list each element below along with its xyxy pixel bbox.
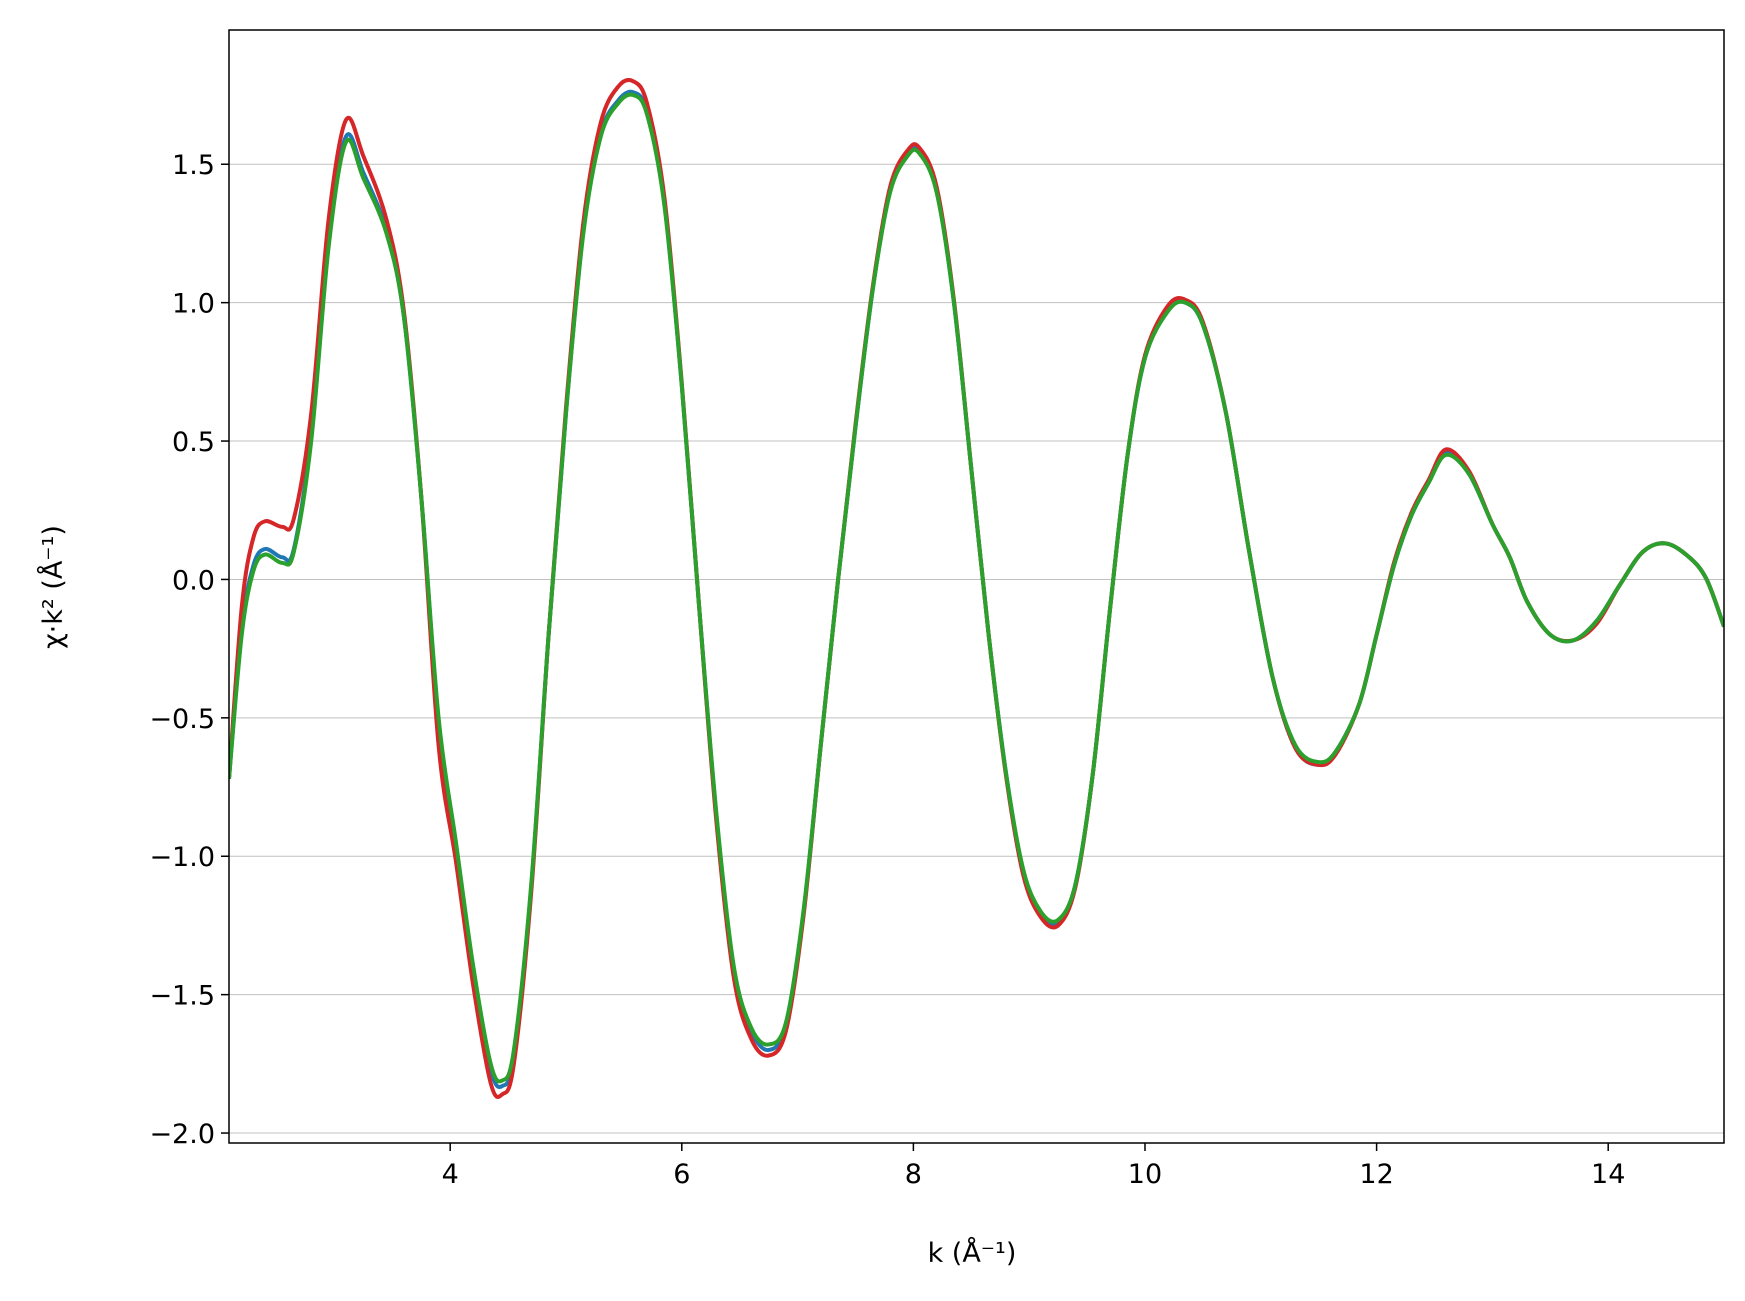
y-axis-label: χ·k² (Å⁻¹): [37, 525, 69, 649]
x-tick-label: 6: [673, 1159, 690, 1190]
y-tick-label: 0.0: [172, 565, 215, 596]
y-tick-label: −0.5: [149, 704, 215, 735]
plot-frame: [228, 29, 1725, 1144]
y-tick-label: −1.0: [149, 842, 215, 873]
y-tick-label: 1.5: [172, 150, 215, 181]
x-axis-label: k (Å⁻¹): [928, 1237, 1017, 1269]
y-tick-label: −1.5: [149, 981, 215, 1012]
x-tick-label: 14: [1591, 1159, 1625, 1190]
x-tick-label: 8: [905, 1159, 922, 1190]
data-line: [229, 92, 1724, 1084]
data-line: [229, 89, 1724, 1089]
x-tick-label: 12: [1359, 1159, 1393, 1190]
x-tick-label: 10: [1128, 1159, 1162, 1190]
data-line: [229, 77, 1724, 1099]
x-tick-label: 4: [442, 1159, 459, 1190]
y-tick-label: 0.5: [172, 427, 215, 458]
y-tick-label: 1.0: [172, 289, 215, 320]
y-tick-label: −2.0: [149, 1119, 215, 1150]
